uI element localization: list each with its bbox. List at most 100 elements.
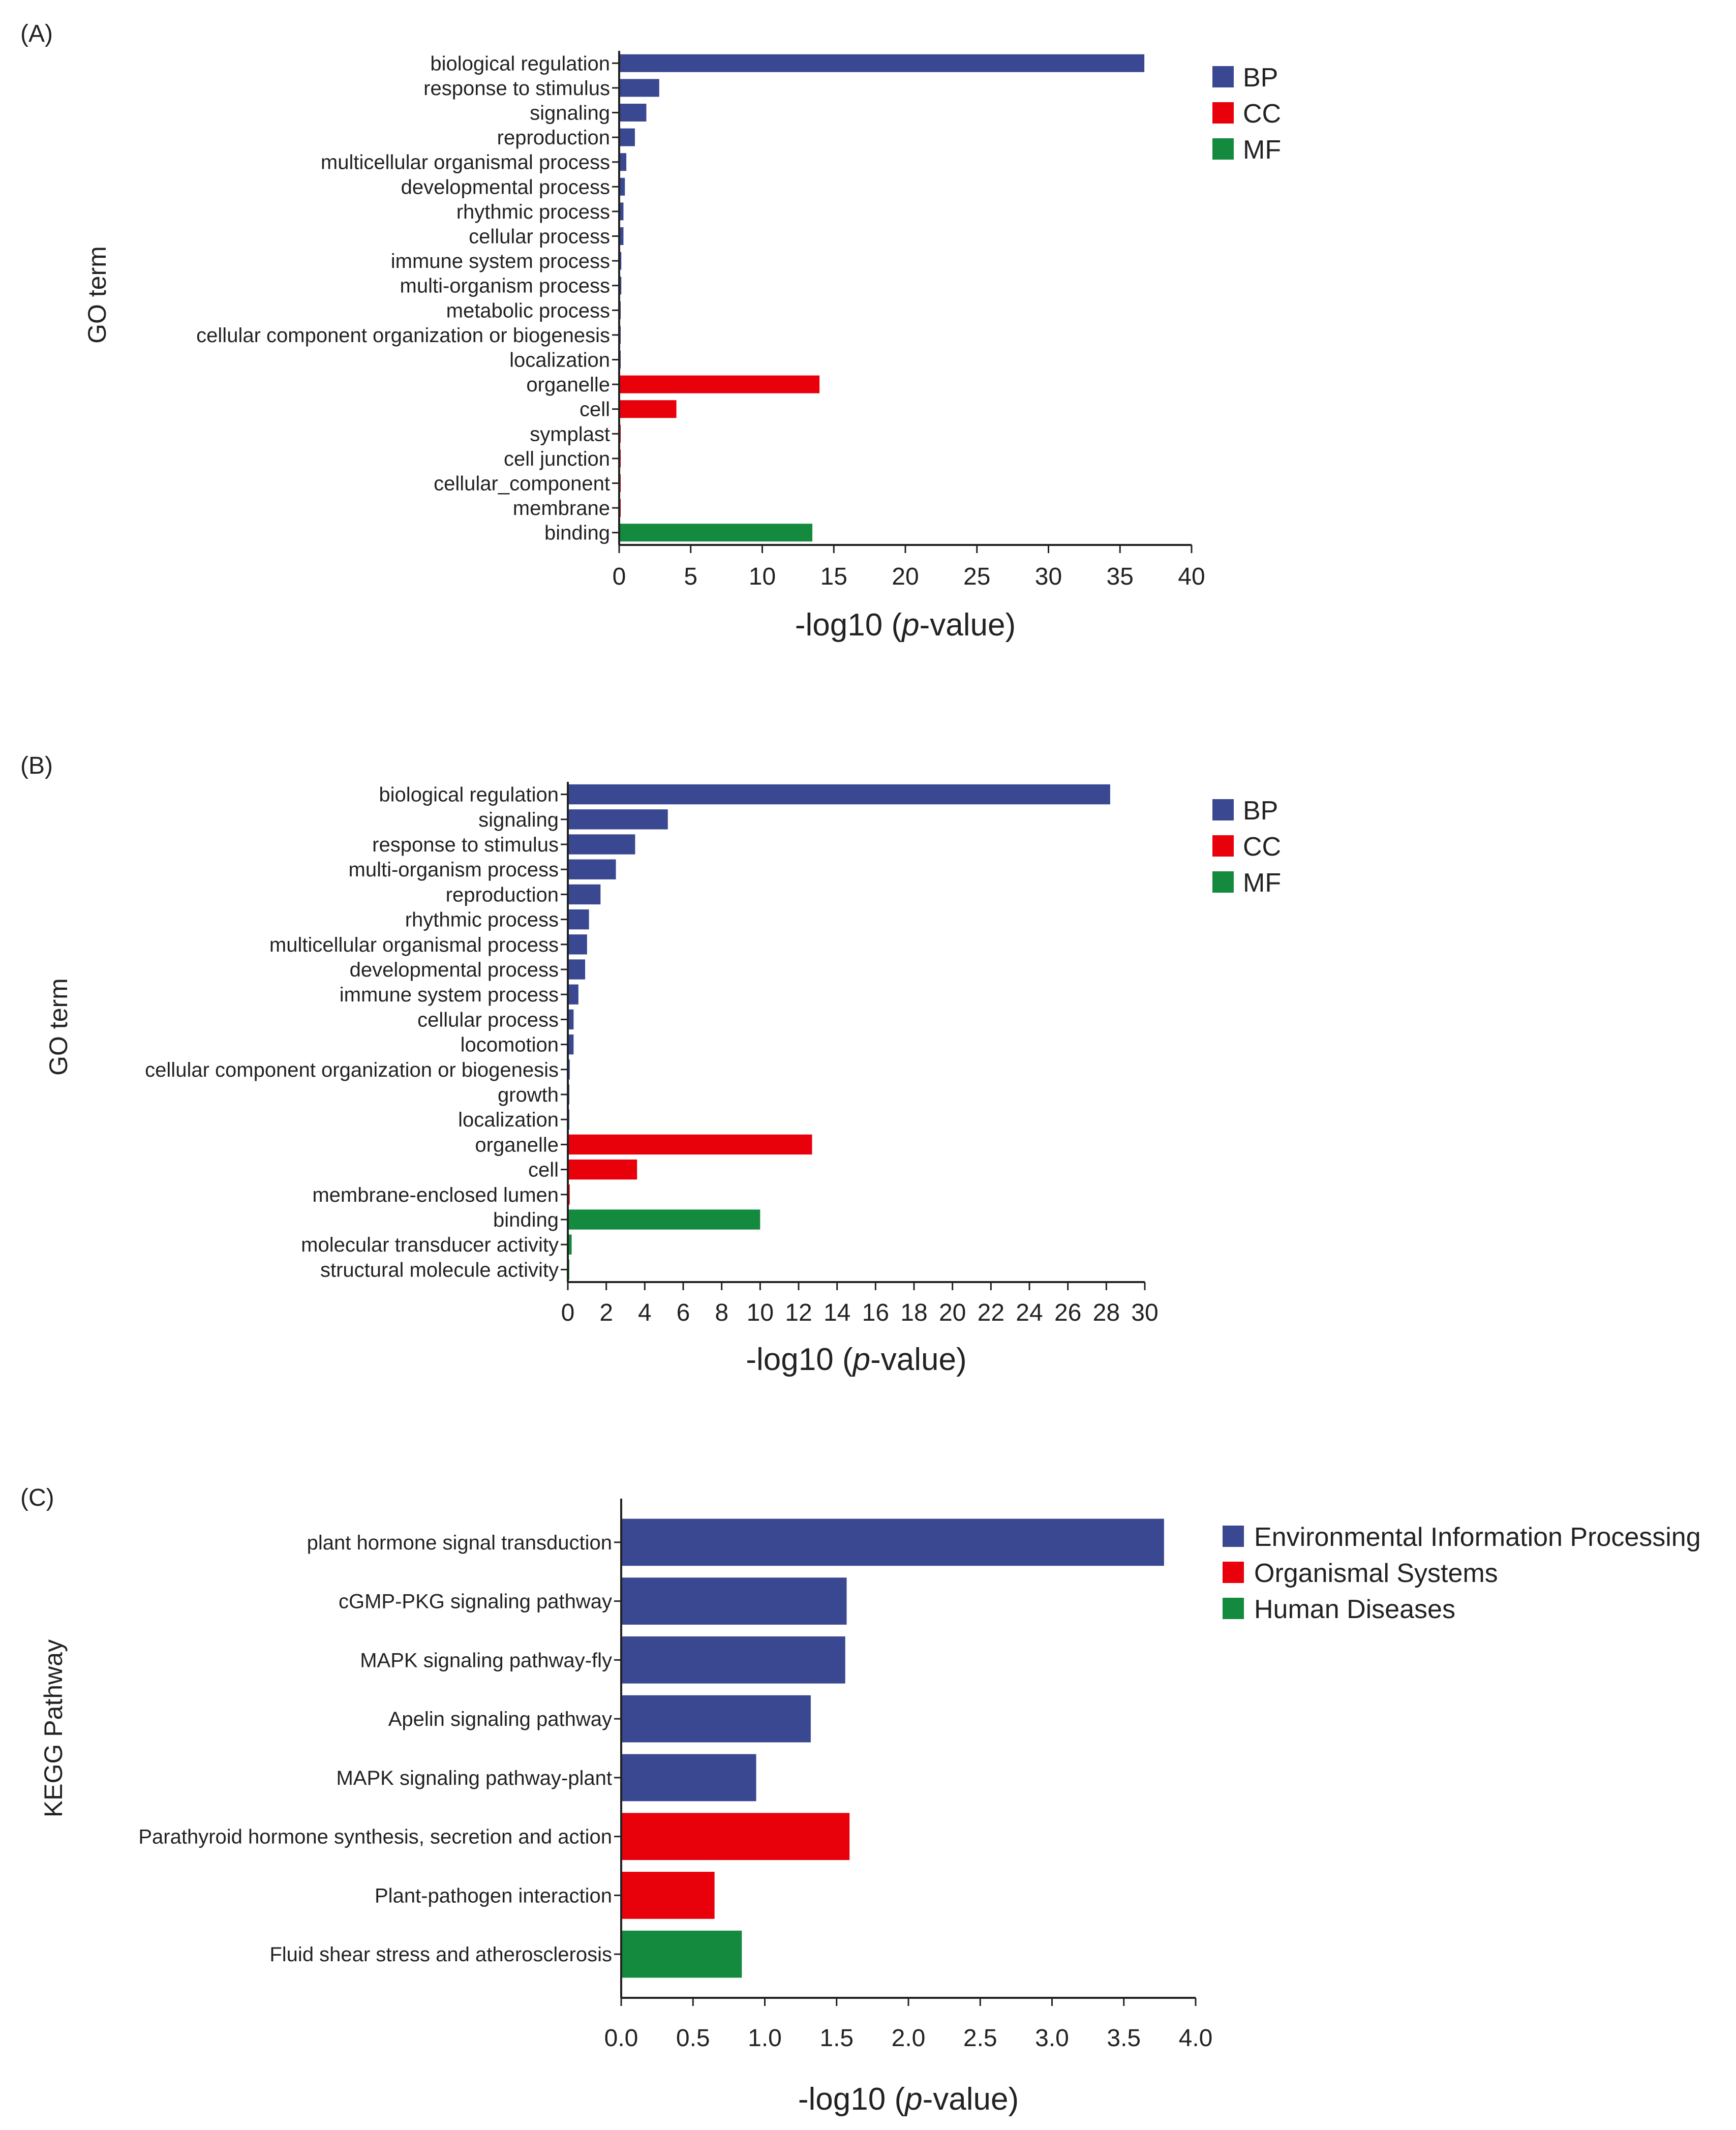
x-tick-label: 1.5 <box>819 2025 854 2052</box>
category-label: Apelin signaling pathway <box>388 1708 612 1730</box>
bar <box>619 277 622 295</box>
category-label: immune system process <box>391 250 610 272</box>
category-label: cellular process <box>469 226 610 248</box>
category-label: cellular_component <box>434 473 610 495</box>
bar <box>619 153 627 171</box>
category-label: cGMP-PKG signaling pathway <box>339 1591 612 1613</box>
x-tick-label: 30 <box>1131 1299 1158 1326</box>
category-label: rhythmic process <box>405 909 559 931</box>
x-tick-label: 26 <box>1054 1299 1081 1326</box>
x-tick-label: 35 <box>1107 563 1134 590</box>
chart-panel-3: (C) plant hormone signal transduction cGMP… <box>20 1484 1701 2117</box>
legend-swatch <box>1212 102 1234 124</box>
category-label: rhythmic process <box>456 201 610 223</box>
category-label: Fluid shear stress and atherosclerosis <box>269 1943 612 1966</box>
bar <box>619 177 625 196</box>
category-label: response to stimulus <box>372 834 559 856</box>
x-tick-label: 25 <box>963 563 990 590</box>
category-label: locomotion <box>461 1034 559 1056</box>
x-tick-label: 1.0 <box>748 2025 782 2052</box>
x-tick-label: 14 <box>824 1299 850 1326</box>
x-tick-label: 28 <box>1093 1299 1120 1326</box>
legend-swatch <box>1212 138 1234 160</box>
bar <box>568 1234 572 1255</box>
x-axis-title: -log10 (p-value) <box>798 2082 1019 2117</box>
legend-swatch <box>1223 1562 1244 1583</box>
bar <box>568 934 587 955</box>
legend-swatch <box>1212 799 1234 820</box>
category-label: Plant-pathogen interaction <box>375 1884 612 1907</box>
y-axis-title: KEGG Pathway <box>39 1639 68 1817</box>
legend: BP CC MF <box>1212 796 1281 898</box>
bar <box>568 834 635 855</box>
x-tick-label: 40 <box>1178 563 1205 590</box>
x-tick-label: 15 <box>820 563 847 590</box>
category-label: signaling <box>530 102 610 125</box>
bar <box>568 909 589 930</box>
category-label: signaling <box>478 809 559 831</box>
x-tick-label: 30 <box>1035 563 1062 590</box>
category-label: Parathyroid hormone synthesis, secretion… <box>138 1826 612 1848</box>
x-axis-title-prefix: -log10 ( <box>795 607 902 643</box>
bar <box>568 1009 574 1030</box>
bar <box>619 128 635 146</box>
category-label: biological regulation <box>379 784 559 806</box>
x-tick-label: 2.5 <box>963 2025 997 2052</box>
legend: BP CC MF <box>1212 63 1281 165</box>
category-label: cell <box>580 399 610 421</box>
bar <box>568 859 616 879</box>
bar <box>621 1754 756 1802</box>
category-label: structural molecule activity <box>320 1259 559 1281</box>
x-tick-label: 24 <box>1016 1299 1043 1326</box>
bar <box>619 54 1145 72</box>
bar <box>621 1636 845 1684</box>
x-tick-label: 5 <box>684 563 697 590</box>
category-label: metabolic process <box>446 299 610 322</box>
bar <box>621 1813 850 1860</box>
bar <box>568 784 1110 805</box>
x-tick-label: 4.0 <box>1179 2025 1213 2052</box>
x-tick-label: 18 <box>900 1299 927 1326</box>
category-label: plant hormone signal transduction <box>307 1532 612 1554</box>
category-label: membrane <box>513 497 610 520</box>
panel-label: (C) <box>20 1484 54 1511</box>
category-label: cell junction <box>504 448 610 470</box>
x-axis-title-suffix: -value) <box>923 2082 1019 2117</box>
category-label: organelle <box>475 1134 559 1156</box>
bar <box>621 1695 811 1743</box>
category-label: localization <box>458 1109 559 1131</box>
category-label: cellular component organization or bioge… <box>145 1059 559 1081</box>
legend-label: CC <box>1243 832 1281 862</box>
bar <box>568 1159 637 1180</box>
legend-label: MF <box>1243 135 1281 165</box>
category-label: MAPK signaling pathway-plant <box>336 1767 612 1789</box>
bar <box>568 1034 574 1055</box>
x-tick-label: 4 <box>638 1299 652 1326</box>
y-axis-title: GO term <box>83 246 111 344</box>
category-label: immune system process <box>340 984 559 1006</box>
x-tick-label: 3.5 <box>1107 2025 1141 2052</box>
legend-label: Organismal Systems <box>1254 1559 1498 1588</box>
legend-swatch <box>1223 1598 1244 1619</box>
category-label: binding <box>544 522 610 544</box>
x-tick-label: 0.0 <box>604 2025 638 2052</box>
legend-label: BP <box>1243 63 1278 93</box>
category-label: membrane-enclosed lumen <box>312 1184 559 1206</box>
category-label: organelle <box>526 374 610 396</box>
x-tick-label: 10 <box>747 1299 774 1326</box>
x-axis-title-prefix: -log10 ( <box>746 1342 853 1377</box>
x-tick-label: 0.5 <box>676 2025 710 2052</box>
bar <box>621 1518 1164 1566</box>
category-label: multi-organism process <box>400 275 610 297</box>
x-axis-title-suffix: -value) <box>920 607 1016 643</box>
x-axis-title-italic: p <box>904 2082 922 2117</box>
bar <box>619 79 659 97</box>
x-tick-label: 6 <box>677 1299 690 1326</box>
category-label: reproduction <box>497 127 610 149</box>
legend-label: Environmental Information Processing <box>1254 1523 1701 1552</box>
x-axis-title-italic: p <box>852 1342 870 1377</box>
category-label: reproduction <box>446 884 559 906</box>
bar <box>621 1872 715 1919</box>
panel-label: (B) <box>20 752 53 779</box>
x-tick-label: 16 <box>862 1299 889 1326</box>
